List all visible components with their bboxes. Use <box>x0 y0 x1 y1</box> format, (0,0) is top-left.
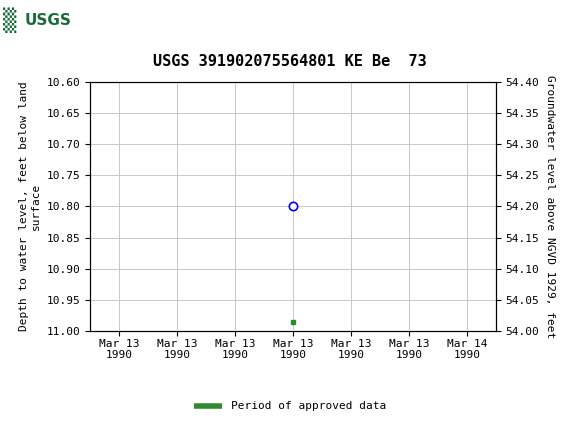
Y-axis label: Groundwater level above NGVD 1929, feet: Groundwater level above NGVD 1929, feet <box>545 75 555 338</box>
Y-axis label: Depth to water level, feet below land
surface: Depth to water level, feet below land su… <box>19 82 41 331</box>
Text: ▒: ▒ <box>3 8 16 33</box>
Legend: Period of approved data: Period of approved data <box>190 397 390 416</box>
Text: USGS: USGS <box>24 13 71 28</box>
FancyBboxPatch shape <box>3 3 78 37</box>
Text: USGS 391902075564801 KE Be  73: USGS 391902075564801 KE Be 73 <box>153 54 427 69</box>
